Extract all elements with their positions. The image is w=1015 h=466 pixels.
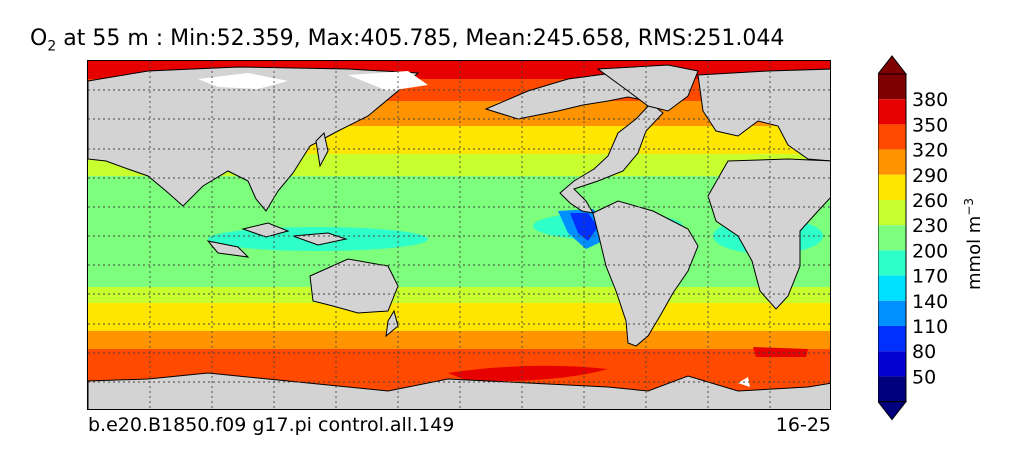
colorbar-swatch xyxy=(878,275,906,301)
colorbar-swatch xyxy=(878,326,906,352)
colorbar-swatch xyxy=(878,200,906,226)
band-southern-red xyxy=(448,365,608,382)
colorbar-tick-label: 170 xyxy=(912,266,948,288)
ocean-o2-map xyxy=(88,61,830,409)
band-south-high xyxy=(88,331,830,349)
colorbar-tick-label: 110 xyxy=(912,316,948,338)
colorbar-swatch xyxy=(878,250,906,276)
colorbar-swatch xyxy=(878,225,906,251)
colorbar-tick-label: 380 xyxy=(912,89,948,111)
colorbar-swatches xyxy=(878,55,908,421)
colorbar: 50 80 110 140 170 200 230 260 290 320 350 380 xyxy=(878,55,948,421)
colorbar-tick-label: 230 xyxy=(912,215,948,237)
colorbar-outline xyxy=(878,73,907,403)
colorbar-label: mmol m−3 xyxy=(962,198,985,290)
colorbar-swatch xyxy=(878,74,906,100)
land-africa xyxy=(707,158,830,310)
colorbar-tick-label: 290 xyxy=(912,165,948,187)
band-southern-red-2 xyxy=(753,347,808,357)
land-japan xyxy=(315,132,329,168)
land-sumatra xyxy=(206,240,250,258)
colorbar-tick-label: 320 xyxy=(912,140,948,162)
colorbar-swatch xyxy=(878,351,906,377)
colorbar-swatch xyxy=(878,376,906,402)
land-borneo xyxy=(241,222,290,238)
missing-arctic-1 xyxy=(198,73,288,89)
land-south-america xyxy=(592,200,699,347)
graticule xyxy=(88,61,830,409)
colorbar-ticks: 50 80 110 140 170 200 230 260 290 320 350 380 xyxy=(912,89,948,388)
colorbar-swatch xyxy=(878,174,906,200)
colorbar-tick-label: 200 xyxy=(912,240,948,262)
colorbar-tick-label: 140 xyxy=(912,291,948,313)
title-stats: at 55 m : Min:52.359, Max:405.785, Mean:… xyxy=(56,26,785,51)
colorbar-tick-label: 80 xyxy=(912,341,936,363)
colorbar-swatch xyxy=(878,99,906,125)
missing-arctic-2 xyxy=(348,71,428,91)
plot-title: O2 at 55 m : Min:52.359, Max:405.785, Me… xyxy=(30,26,784,54)
land-greenland xyxy=(596,64,699,112)
land xyxy=(88,64,830,409)
land-europe xyxy=(697,68,830,162)
colorbar-extend-min xyxy=(878,401,908,421)
colorbar-label-exponent: −3 xyxy=(962,197,976,216)
band-south-mid xyxy=(88,303,830,331)
colorbar-tick-label: 50 xyxy=(912,366,936,388)
land-australia xyxy=(309,258,399,314)
land-new-guinea xyxy=(292,232,348,246)
colorbar-tick-label: 260 xyxy=(912,190,948,212)
colorbar-extend-max xyxy=(878,55,908,75)
band-south-subtrop xyxy=(88,287,830,303)
title-species: O xyxy=(30,26,48,51)
map-panel xyxy=(87,60,831,410)
year-range: 16-25 xyxy=(775,414,831,436)
colorbar-swatch xyxy=(878,149,906,175)
title-subscript: 2 xyxy=(47,38,57,55)
colorbar-label-unit: mmol m xyxy=(964,215,985,290)
case-name: b.e20.B1850.f09 g17.pi control.all.149 xyxy=(88,414,455,436)
colorbar-tick-label: 350 xyxy=(912,114,948,136)
colorbar-swatch xyxy=(878,300,906,326)
colorbar-swatch xyxy=(878,124,906,150)
land-eurasia xyxy=(88,66,420,212)
